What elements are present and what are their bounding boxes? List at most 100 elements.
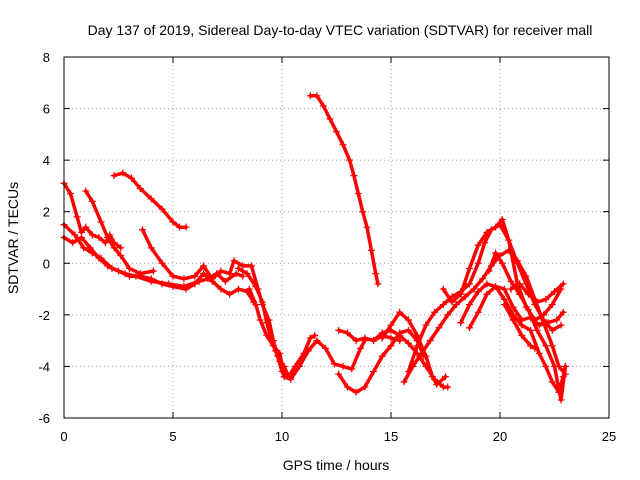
data-point-marker	[95, 254, 103, 262]
data-point-marker	[304, 347, 312, 355]
data-point-marker	[498, 215, 506, 223]
data-point-marker	[387, 342, 395, 350]
data-point-marker	[230, 257, 238, 265]
data-point-marker	[400, 378, 408, 386]
data-point-marker	[147, 275, 155, 283]
data-point-marker	[518, 331, 526, 339]
y-axis-label: SDTVAR / TECUs	[5, 182, 21, 294]
series-track-21	[500, 301, 539, 352]
data-point-marker	[306, 334, 314, 342]
data-point-marker	[483, 280, 491, 288]
data-point-marker	[313, 337, 321, 345]
data-point-marker	[418, 350, 426, 358]
data-point-marker	[136, 270, 144, 278]
data-point-marker	[516, 280, 524, 288]
data-point-marker	[82, 187, 90, 195]
data-point-marker	[505, 236, 513, 244]
data-point-marker	[439, 301, 447, 309]
data-point-marker	[483, 290, 491, 298]
series-track-9	[306, 92, 382, 288]
data-point-marker	[522, 280, 530, 288]
data-point-marker	[435, 324, 443, 332]
data-point-marker	[457, 290, 465, 298]
data-point-marker	[117, 244, 125, 252]
data-point-marker	[335, 326, 343, 334]
data-point-marker	[208, 275, 216, 283]
data-point-marker	[128, 174, 136, 182]
data-point-marker	[548, 378, 556, 386]
data-point-marker	[448, 298, 456, 306]
data-point-marker	[119, 169, 127, 177]
data-point-marker	[524, 306, 532, 314]
data-point-marker	[352, 388, 360, 396]
series-track-20	[507, 280, 567, 306]
data-point-marker	[226, 290, 234, 298]
data-point-marker	[559, 280, 567, 288]
series-track-6	[138, 226, 290, 378]
data-point-marker	[88, 231, 96, 239]
data-point-marker	[361, 383, 369, 391]
data-point-marker	[474, 259, 482, 267]
series-track-16	[439, 215, 565, 324]
data-point-marker	[110, 244, 118, 252]
data-point-marker	[378, 334, 386, 342]
data-point-marker	[404, 368, 412, 376]
series-track-8	[245, 285, 369, 383]
data-point-marker	[485, 267, 493, 275]
y-tick-label: -2	[38, 308, 50, 323]
data-point-marker	[252, 301, 260, 309]
series-line	[112, 171, 188, 229]
data-point-marker	[217, 285, 225, 293]
data-point-marker	[333, 128, 340, 136]
data-point-marker	[557, 396, 565, 404]
data-point-marker	[553, 316, 561, 324]
data-point-marker	[125, 272, 133, 280]
data-point-marker	[343, 329, 351, 337]
data-point-marker	[442, 373, 449, 381]
series-track-4	[82, 187, 157, 278]
data-point-marker	[319, 102, 327, 110]
data-point-marker	[492, 249, 500, 257]
data-point-marker	[483, 228, 491, 236]
data-point-marker	[387, 334, 395, 342]
data-point-marker	[158, 259, 166, 267]
series-line	[308, 93, 380, 286]
series-track-19	[485, 249, 569, 404]
data-point-marker	[200, 262, 208, 270]
data-point-marker	[439, 285, 447, 293]
data-point-marker	[276, 350, 284, 358]
data-point-marker	[191, 280, 199, 288]
series-track-3	[60, 234, 258, 306]
data-point-marker	[426, 337, 434, 345]
data-point-marker	[311, 331, 319, 339]
data-point-marker	[239, 272, 247, 280]
data-point-marker	[263, 319, 271, 327]
data-point-marker	[180, 275, 188, 283]
data-point-marker	[513, 259, 521, 267]
data-point-marker	[115, 267, 122, 275]
data-point-marker	[433, 380, 441, 388]
data-point-marker	[330, 360, 338, 368]
data-point-marker	[507, 285, 515, 293]
data-point-marker	[313, 92, 321, 100]
data-point-marker	[147, 195, 155, 203]
data-point-marker	[535, 350, 543, 358]
series-track-13	[378, 308, 449, 388]
data-point-marker	[544, 319, 552, 327]
data-point-marker	[465, 280, 473, 288]
data-point-marker	[481, 239, 489, 247]
data-point-marker	[86, 244, 94, 252]
data-point-marker	[104, 234, 112, 241]
data-point-marker	[452, 301, 460, 309]
data-point-marker	[404, 339, 412, 347]
data-point-marker	[518, 321, 526, 329]
y-tick-label: -6	[38, 411, 50, 426]
data-point-marker	[97, 218, 105, 226]
data-point-marker	[533, 326, 541, 334]
x-tick-label: 5	[169, 429, 176, 444]
data-point-marker	[234, 285, 242, 293]
data-point-marker	[527, 342, 535, 350]
data-point-marker	[413, 342, 421, 350]
data-point-marker	[245, 285, 253, 293]
data-point-marker	[428, 373, 436, 381]
